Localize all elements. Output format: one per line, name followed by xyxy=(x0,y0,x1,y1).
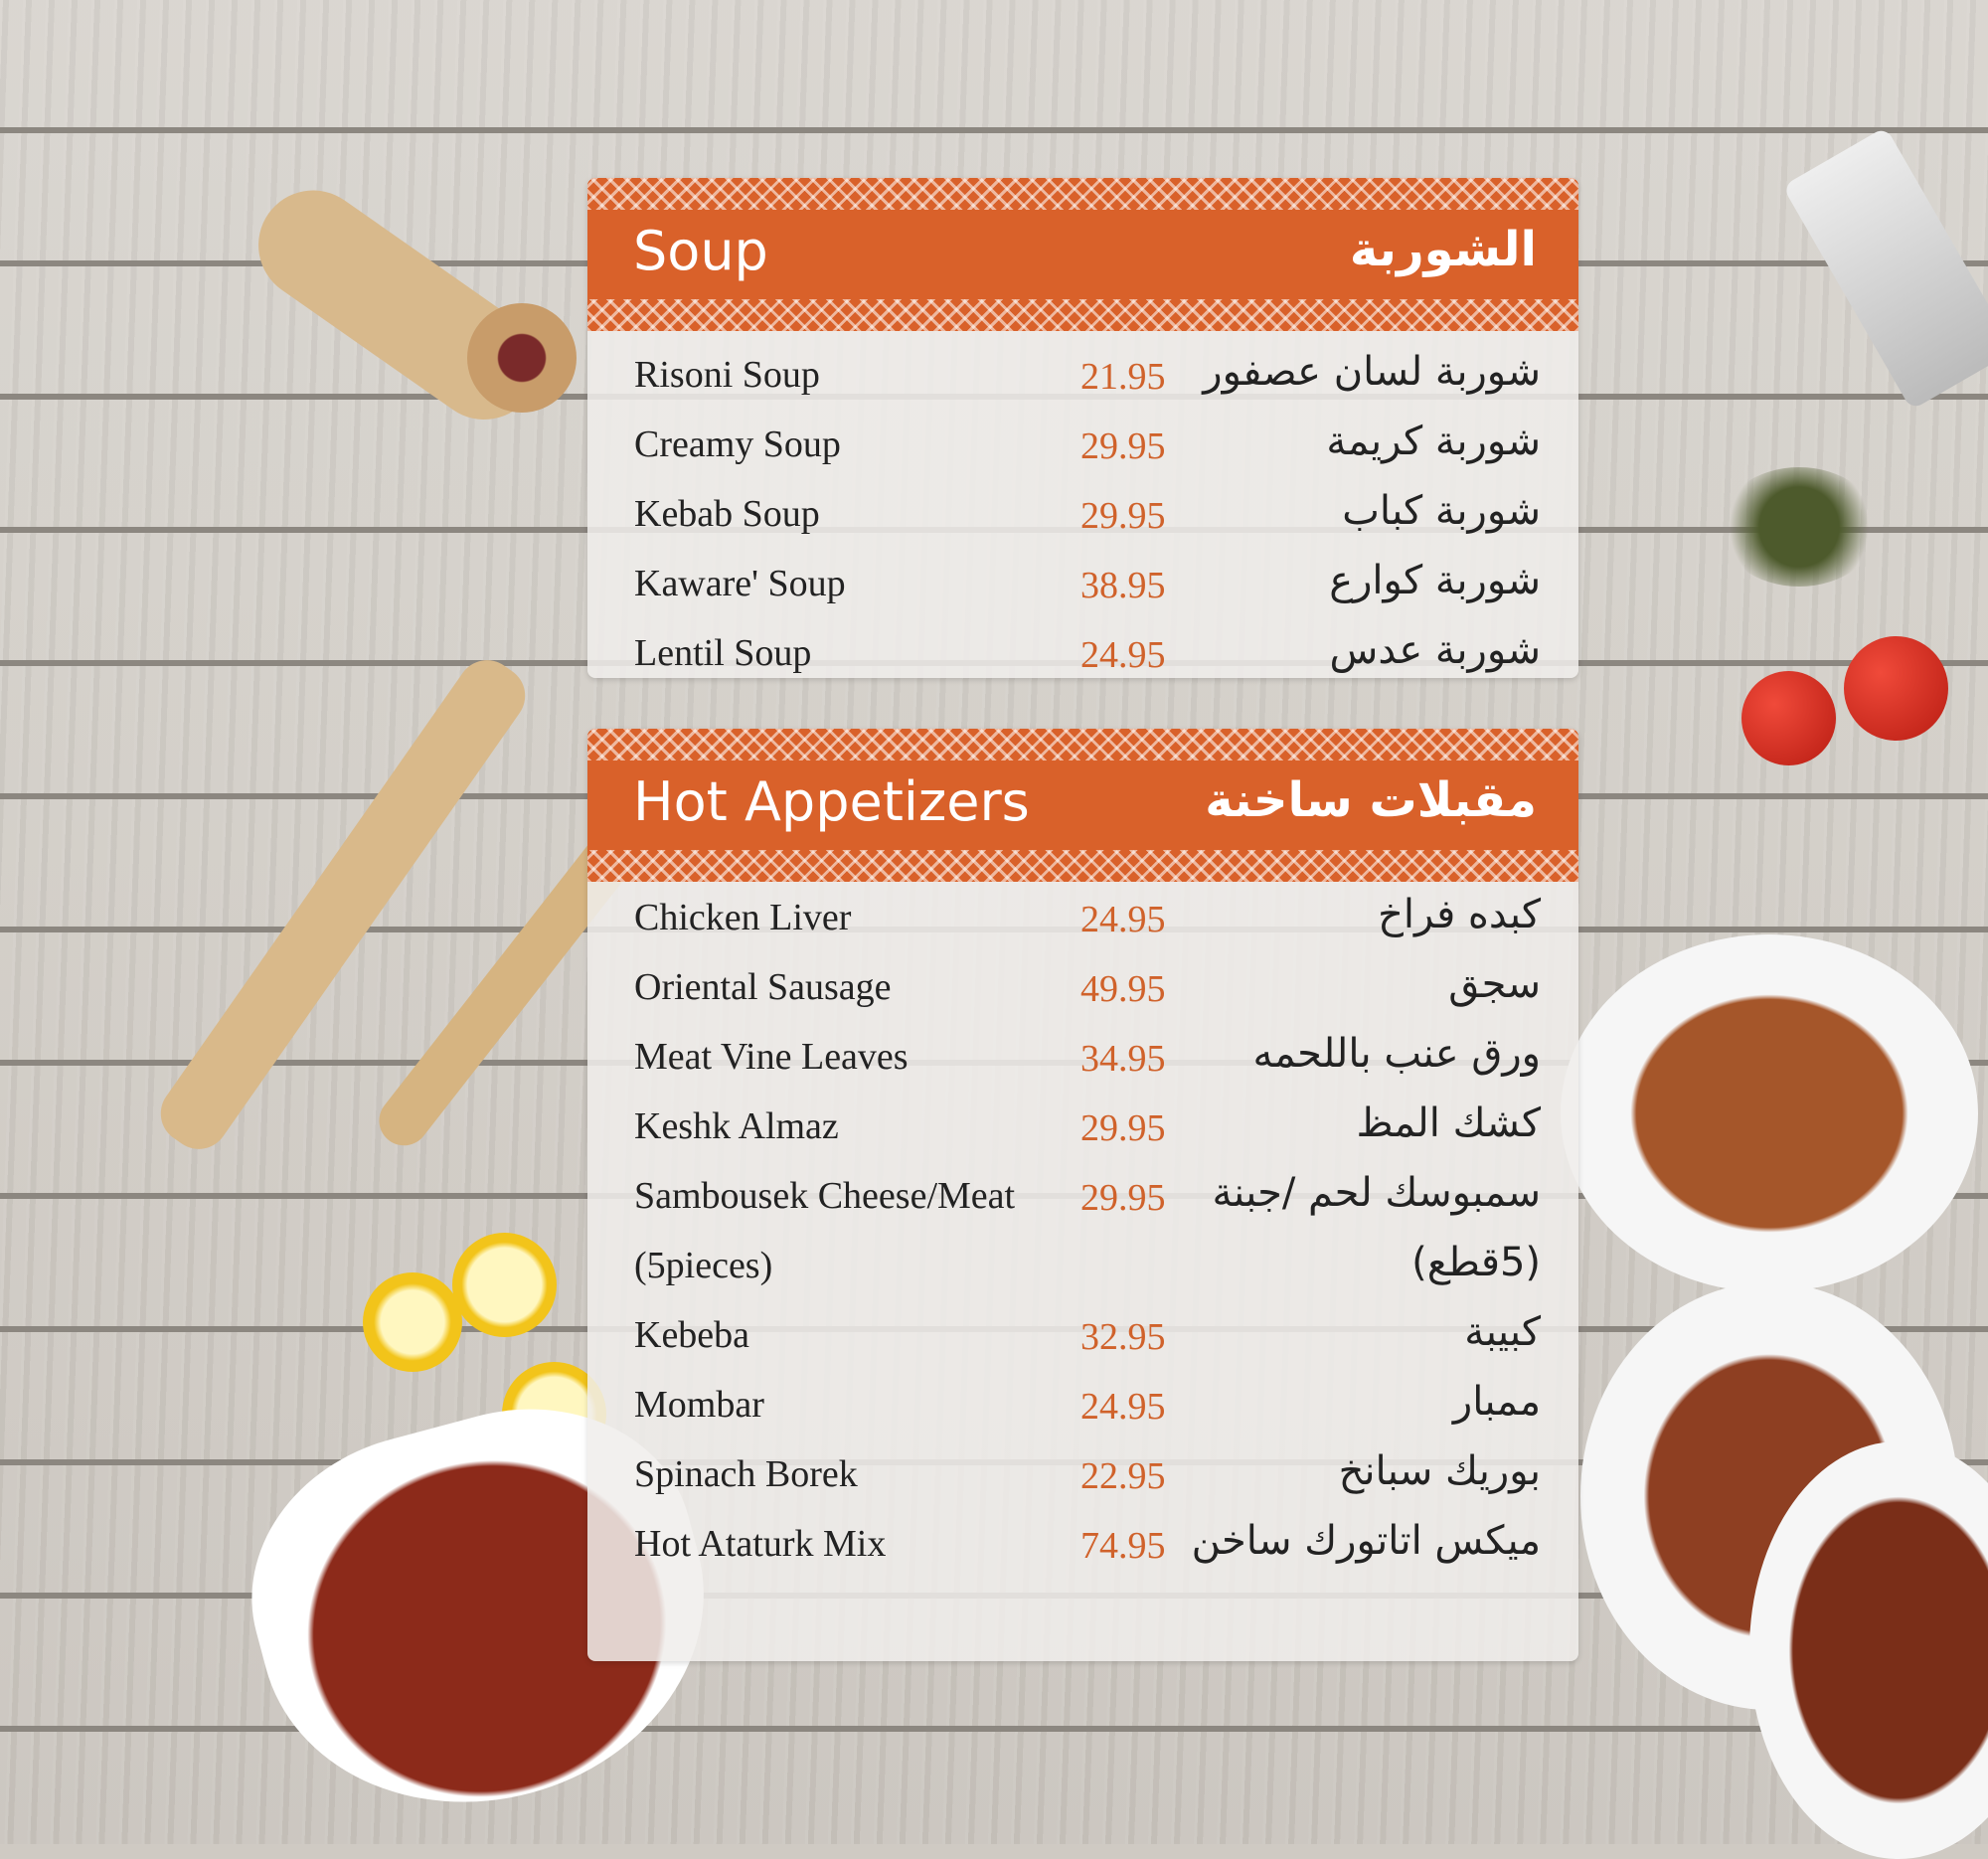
item-name-ar: كبيبة xyxy=(1464,1309,1541,1355)
item-name-en: Kebeba xyxy=(634,1314,750,1356)
item-name-en: Mombar xyxy=(634,1384,764,1426)
lemon-image xyxy=(363,1272,462,1372)
menu-item: Oriental Sausage 49.95 سجق xyxy=(587,951,1578,1021)
item-name-en: Lentil Soup xyxy=(634,632,812,674)
decorative-pattern xyxy=(587,850,1578,882)
section-title-en: Hot Appetizers xyxy=(633,770,1030,833)
tomato-image xyxy=(1741,671,1836,765)
item-name-ar: كبده فراخ xyxy=(1378,892,1541,937)
item-name-ar: ممبار xyxy=(1452,1379,1541,1425)
menu-item: Kebeba 32.95 كبيبة xyxy=(587,1299,1578,1369)
menu-item: Risoni Soup 21.95 شوربة لسان عصفور xyxy=(587,339,1578,409)
herbs-image xyxy=(1720,467,1879,587)
item-name-ar: كشك المظ xyxy=(1356,1100,1541,1146)
item-name-ar: بوريك سبانخ xyxy=(1338,1448,1541,1494)
item-name-en: Keshk Almaz xyxy=(634,1105,839,1147)
menu-item: Kebab Soup 29.95 شوربة كباب xyxy=(587,478,1578,548)
section-header: Hot Appetizers مقبلات ساخنة xyxy=(587,729,1578,882)
item-name-en: Risoni Soup xyxy=(634,354,820,396)
item-name-ar: سجق xyxy=(1448,961,1541,1007)
menu-item: Chicken Liver 24.95 كبده فراخ xyxy=(587,882,1578,951)
menu-item: Kaware' Soup 38.95 شوربة كوارع xyxy=(587,548,1578,617)
section-header: Soup الشوربة xyxy=(587,178,1578,331)
stew-dish-image xyxy=(1749,1441,1988,1859)
item-price: 29.95 xyxy=(1080,1177,1166,1219)
item-price: 34.95 xyxy=(1080,1038,1166,1080)
item-name-en: Oriental Sausage xyxy=(634,966,892,1008)
item-name-en: Meat Vine Leaves xyxy=(634,1036,909,1078)
menu-item: Creamy Soup 29.95 شوربة كريمة xyxy=(587,409,1578,478)
item-name-ar: شوربة لسان عصفور xyxy=(1203,349,1541,395)
menu-item: Mombar 24.95 ممبار xyxy=(587,1369,1578,1438)
item-name-en: (5pieces) xyxy=(634,1245,773,1286)
item-price: 29.95 xyxy=(1080,495,1166,537)
hot-appetizers-section: Hot Appetizers مقبلات ساخنة Chicken Live… xyxy=(587,729,1578,1661)
item-name-en: Chicken Liver xyxy=(634,897,852,938)
decorative-pattern xyxy=(587,178,1578,210)
item-name-ar: سمبوسك لحم /جبنة xyxy=(1212,1170,1541,1216)
item-price: 32.95 xyxy=(1080,1316,1166,1358)
tomato-image xyxy=(1844,636,1948,741)
item-price: 24.95 xyxy=(1080,1386,1166,1428)
menu-item: Keshk Almaz 29.95 كشك المظ xyxy=(587,1091,1578,1160)
decorative-pattern xyxy=(587,729,1578,760)
item-price: 74.95 xyxy=(1080,1525,1166,1567)
menu-item-continuation: (5pieces) (5قطع) xyxy=(587,1230,1578,1299)
menu-item: Sambousek Cheese/Meat 29.95 سمبوسك لحم /جب… xyxy=(587,1160,1578,1230)
item-name-en: Kaware' Soup xyxy=(634,563,846,604)
item-price: 29.95 xyxy=(1080,1107,1166,1149)
item-price: 38.95 xyxy=(1080,565,1166,606)
item-name-ar: شوربة كوارع xyxy=(1329,558,1541,603)
item-name-en: Spinach Borek xyxy=(634,1453,858,1495)
soup-section: Soup الشوربة Risoni Soup 21.95 شوربة لسان … xyxy=(587,178,1578,678)
item-name-ar: شوربة عدس xyxy=(1329,627,1541,673)
item-name-ar: ميكس اتاتورك ساخن xyxy=(1191,1518,1541,1564)
lemon-image xyxy=(452,1233,557,1337)
item-price: 21.95 xyxy=(1080,356,1166,398)
item-name-ar: ورق عنب باللحمه xyxy=(1252,1031,1541,1077)
item-price: 49.95 xyxy=(1080,968,1166,1010)
item-name-en: Hot Ataturk Mix xyxy=(634,1523,887,1565)
item-name-en: Kebab Soup xyxy=(634,493,820,535)
menu-item: Meat Vine Leaves 34.95 ورق عنب باللحمه xyxy=(587,1021,1578,1091)
item-price: 29.95 xyxy=(1080,425,1166,467)
item-name-ar: شوربة كريمة xyxy=(1326,419,1541,464)
decorative-pattern xyxy=(587,299,1578,331)
menu-item: Lentil Soup 24.95 شوربة عدس xyxy=(587,617,1578,678)
section-title-ar: الشوربة xyxy=(1349,222,1537,277)
menu-item: Hot Ataturk Mix 74.95 ميكس اتاتورك ساخن xyxy=(587,1508,1578,1578)
kibbeh-dish-image xyxy=(1561,934,1978,1292)
menu-item: Spinach Borek 22.95 بوريك سبانخ xyxy=(587,1438,1578,1508)
section-title-en: Soup xyxy=(633,220,768,282)
item-name-ar: شوربة كباب xyxy=(1342,488,1541,534)
item-price: 24.95 xyxy=(1080,634,1166,676)
peppercorns-image xyxy=(467,303,577,413)
item-price: 22.95 xyxy=(1080,1455,1166,1497)
item-price: 24.95 xyxy=(1080,899,1166,940)
item-name-en: Sambousek Cheese/Meat xyxy=(634,1175,1016,1217)
item-name-en: Creamy Soup xyxy=(634,423,841,465)
section-title-ar: مقبلات ساخنة xyxy=(1205,772,1537,828)
item-name-ar: (5قطع) xyxy=(1411,1240,1541,1285)
